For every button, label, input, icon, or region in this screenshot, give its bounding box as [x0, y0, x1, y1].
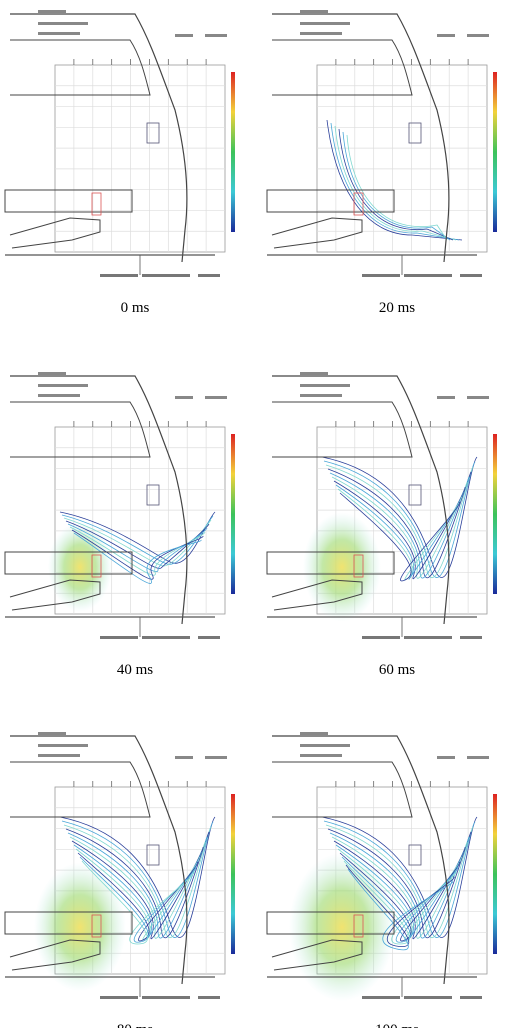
header-text-block [300, 10, 328, 13]
footer-text-block [404, 274, 452, 277]
footer-text-block [404, 996, 452, 999]
header-text-block [38, 732, 66, 735]
header-text-block [175, 756, 193, 759]
colorbar [493, 434, 497, 594]
header-text-block [38, 22, 88, 25]
header-text-block [205, 396, 227, 399]
outline [272, 40, 412, 95]
footer-text-block [198, 274, 220, 277]
header-text-block [38, 10, 66, 13]
header-text-block [38, 394, 80, 397]
header-text-block [467, 756, 489, 759]
panel-caption: 80 ms [117, 1022, 153, 1028]
panel: 60 ms [267, 372, 497, 678]
header-text-block [38, 744, 88, 747]
colorbar [493, 72, 497, 232]
header-text-block [205, 34, 227, 37]
header-text-block [205, 756, 227, 759]
header-text-block [300, 372, 328, 375]
footer-text-block [100, 996, 138, 999]
header-text-block [467, 396, 489, 399]
header-text-block [38, 384, 88, 387]
outline [10, 402, 150, 457]
footer-text-block [404, 636, 452, 639]
sensor-box [147, 845, 159, 865]
header-text-block [300, 754, 342, 757]
colorbar [231, 434, 235, 594]
figure: 0 ms 20 ms 40 ms 60 ms 80 ms 100 ms [0, 0, 505, 1028]
plot-frame [55, 65, 225, 252]
high-region [303, 512, 381, 621]
header-text-block [300, 732, 328, 735]
outline [272, 14, 449, 262]
panel: 0 ms [5, 10, 235, 316]
high-region [289, 853, 395, 1001]
page: 0 ms20 ms40 ms60 ms80 ms100 ms (() => { … [0, 0, 505, 1028]
header-text-block [38, 754, 80, 757]
header-text-block [300, 32, 342, 35]
sensor-box [147, 485, 159, 505]
high-region [34, 863, 126, 992]
header-text-block [467, 34, 489, 37]
header-text-block [300, 384, 350, 387]
footer-text-block [362, 636, 400, 639]
sensor-box [147, 123, 159, 143]
header-text-block [38, 32, 80, 35]
contour-line [335, 126, 456, 240]
outline [10, 14, 187, 262]
footer-text-block [100, 636, 138, 639]
sensor-box [409, 485, 421, 505]
footer-text-block [460, 996, 482, 999]
footer-text-block [100, 274, 138, 277]
contour-line [331, 123, 459, 240]
sensor-box [409, 845, 421, 865]
sensor-box [409, 123, 421, 143]
panel-caption: 60 ms [379, 662, 415, 678]
outline [10, 40, 150, 95]
footer-text-block [198, 636, 220, 639]
header-text-block [175, 34, 193, 37]
header-text-block [175, 396, 193, 399]
colorbar [493, 794, 497, 954]
header-text-block [437, 396, 455, 399]
footer-text-block [142, 636, 190, 639]
outline [272, 762, 412, 817]
footer-text-block [142, 996, 190, 999]
header-text-block [38, 372, 66, 375]
footer-text-block [362, 274, 400, 277]
panel: 100 ms [267, 732, 497, 1028]
panel: 80 ms [5, 732, 235, 1028]
panel-caption: 100 ms [375, 1022, 419, 1028]
footer-text-block [362, 996, 400, 999]
bumper-box [5, 190, 132, 212]
outline [10, 762, 150, 817]
high-region [48, 522, 112, 612]
panel: 20 ms [267, 10, 497, 316]
footer-text-block [460, 274, 482, 277]
header-text-block [437, 756, 455, 759]
header-text-block [300, 394, 342, 397]
header-text-block [437, 34, 455, 37]
footer-text-block [460, 636, 482, 639]
panel-caption: 20 ms [379, 300, 415, 316]
bumper-box [267, 190, 394, 212]
colorbar [231, 72, 235, 232]
panel-caption: 40 ms [117, 662, 153, 678]
outline [272, 402, 412, 457]
footer-text-block [142, 274, 190, 277]
panel-caption: 0 ms [121, 300, 150, 316]
panel: 40 ms [5, 372, 235, 678]
header-text-block [300, 22, 350, 25]
header-text-block [300, 744, 350, 747]
footer-text-block [198, 996, 220, 999]
colorbar [231, 794, 235, 954]
